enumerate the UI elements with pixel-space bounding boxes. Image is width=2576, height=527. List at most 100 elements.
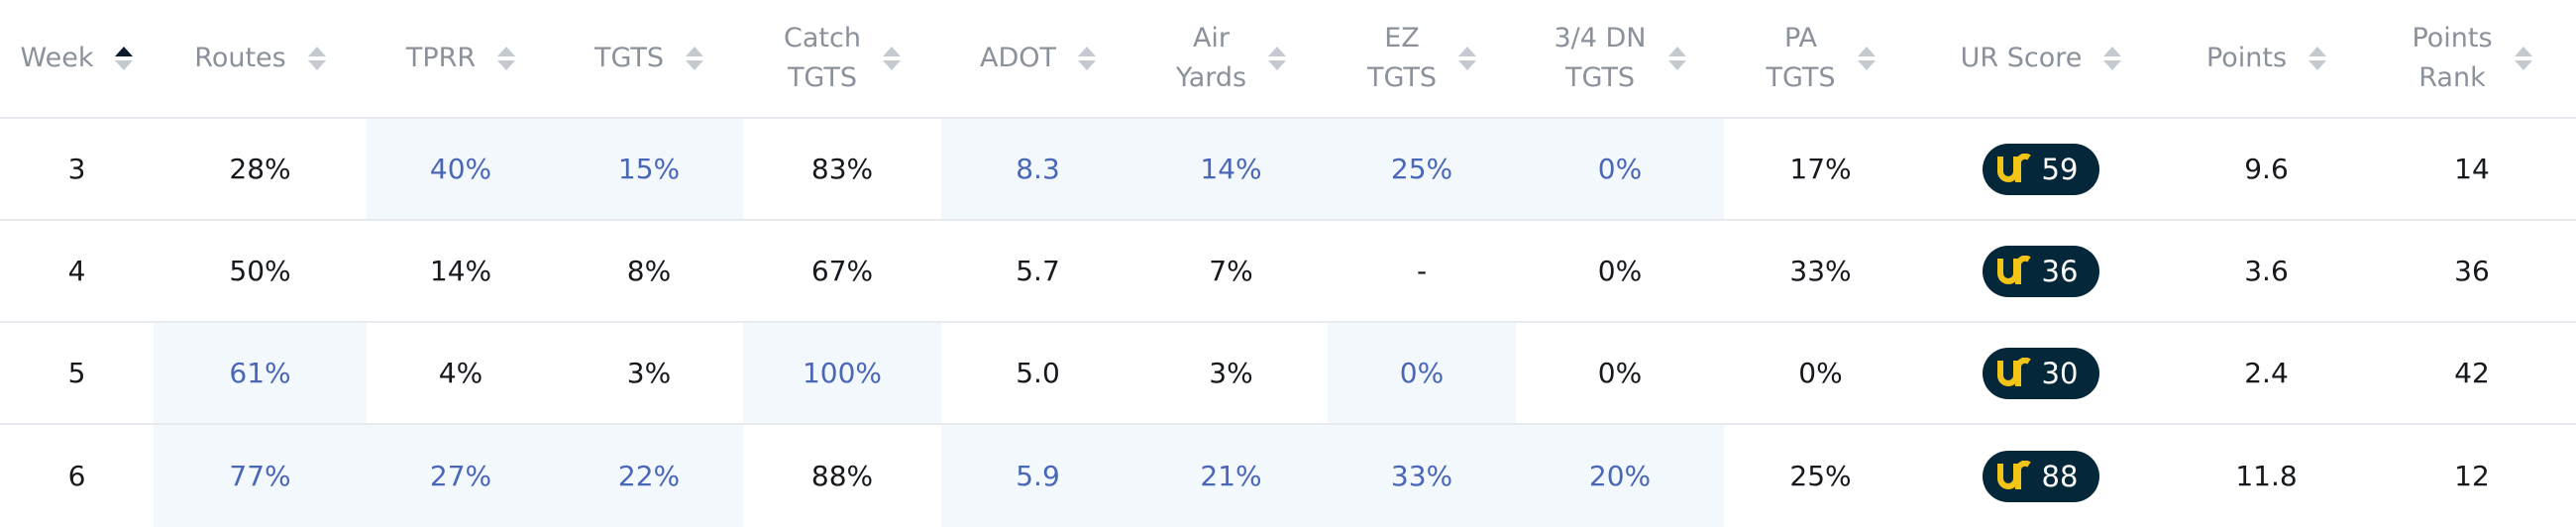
cell-tprr: 4%	[438, 357, 483, 389]
sort-icon[interactable]	[882, 47, 901, 70]
table-header: Week Routes TPRR TGTS Catch TGTS ADOT Air…	[0, 0, 2576, 119]
ur-score-value: 30	[2041, 356, 2079, 390]
ur-score-badge[interactable]: 30	[1982, 347, 2100, 399]
cell-ur-score: 30	[1917, 323, 2165, 423]
cell-adot: 8.3	[941, 119, 1134, 219]
cell-air-yards: 7%	[1209, 255, 1253, 287]
header-week[interactable]: Week	[0, 0, 154, 117]
sort-icon[interactable]	[1857, 47, 1876, 70]
cell-week: 4	[67, 255, 86, 287]
sort-icon[interactable]	[2308, 47, 2327, 70]
ur-score-value: 59	[2041, 152, 2079, 186]
header-catch-tgts[interactable]: Catch TGTS	[743, 0, 941, 117]
cell-tprr: 27%	[367, 425, 555, 527]
cell-pa-tgts: 33%	[1789, 255, 1852, 287]
cell-points: 3.6	[2244, 255, 2289, 287]
header-catch-label-2: TGTS	[787, 62, 858, 93]
sort-icon[interactable]	[1078, 47, 1096, 70]
header-rank-label: Points	[2412, 23, 2493, 53]
cell-routes: 28%	[229, 153, 291, 185]
cell-ez-tgts: -	[1416, 255, 1428, 287]
cell-ur-score: 88	[1917, 425, 2165, 527]
header-34dn-tgts[interactable]: 3/4 DN TGTS	[1516, 0, 1724, 117]
header-routes[interactable]: Routes	[154, 0, 367, 117]
cell-tgts: 3%	[626, 357, 672, 389]
cell-34dn-tgts: 20%	[1516, 425, 1724, 527]
sort-icon[interactable]	[497, 47, 516, 70]
cell-ur-score: 36	[1917, 221, 2165, 321]
cell-catch-tgts: 100%	[743, 323, 941, 423]
header-air-label: Air	[1192, 23, 1231, 53]
cell-points-rank: 42	[2454, 357, 2490, 389]
cell-pa-tgts: 0%	[1798, 357, 1843, 389]
cell-points: 9.6	[2244, 153, 2289, 185]
ur-score-value: 88	[2041, 459, 2079, 493]
cell-catch-tgts: 67%	[810, 255, 874, 287]
sort-icon[interactable]	[2514, 47, 2532, 70]
cell-34dn-tgts: 0%	[1597, 255, 1643, 287]
header-ez-tgts[interactable]: EZ TGTS	[1328, 0, 1516, 117]
ur-score-badge[interactable]: 36	[1982, 245, 2100, 297]
table-row: 4 50% 14% 8% 67% 5.7 7% - 0% 33% 36 3.6 …	[0, 221, 2576, 323]
cell-tprr: 40%	[367, 119, 555, 219]
header-tgts-label: TGTS	[593, 43, 665, 73]
cell-ez-tgts: 25%	[1328, 119, 1516, 219]
header-air-yards[interactable]: Air Yards	[1134, 0, 1328, 117]
cell-routes: 61%	[154, 323, 367, 423]
table-row: 6 77% 27% 22% 88% 5.9 21% 33% 20% 25% 88…	[0, 425, 2576, 527]
cell-air-yards: 21%	[1134, 425, 1328, 527]
cell-adot: 5.0	[1016, 357, 1060, 389]
header-tprr[interactable]: TPRR	[367, 0, 555, 117]
header-pa-label: PA	[1783, 23, 1818, 53]
cell-week: 3	[67, 153, 86, 185]
ur-score-badge[interactable]: 59	[1982, 143, 2100, 195]
header-ur-label: UR Score	[1960, 43, 2083, 73]
cell-points-rank: 14	[2454, 153, 2490, 185]
ur-logo-icon	[1996, 153, 2031, 182]
ur-logo-icon	[1996, 357, 2031, 386]
header-dn-label-2: TGTS	[1564, 62, 1636, 93]
cell-pa-tgts: 25%	[1789, 460, 1852, 492]
sort-icon[interactable]	[307, 47, 326, 70]
sort-icon[interactable]	[1268, 47, 1287, 70]
sort-icon[interactable]	[2103, 47, 2122, 70]
cell-week: 5	[67, 357, 86, 389]
cell-tgts: 8%	[626, 255, 672, 287]
header-catch-label: Catch	[784, 23, 861, 53]
cell-week: 6	[67, 460, 86, 492]
header-points-rank[interactable]: Points Rank	[2368, 0, 2576, 117]
sort-icon[interactable]	[1667, 47, 1686, 70]
cell-tgts: 22%	[555, 425, 743, 527]
sort-icon[interactable]	[115, 47, 134, 70]
header-adot[interactable]: ADOT	[941, 0, 1134, 117]
sort-icon[interactable]	[686, 47, 704, 70]
cell-adot: 5.7	[1016, 255, 1060, 287]
cell-catch-tgts: 88%	[810, 460, 874, 492]
header-pa-tgts[interactable]: PA TGTS	[1724, 0, 1917, 117]
header-week-label: Week	[20, 43, 94, 73]
cell-34dn-tgts: 0%	[1597, 357, 1643, 389]
cell-pa-tgts: 17%	[1789, 153, 1852, 185]
cell-routes: 77%	[154, 425, 367, 527]
header-dn-label: 3/4 DN	[1554, 23, 1647, 53]
header-tgts[interactable]: TGTS	[555, 0, 743, 117]
header-air-label-2: Yards	[1175, 62, 1247, 93]
sort-icon[interactable]	[1458, 47, 1477, 70]
cell-points: 11.8	[2235, 460, 2298, 492]
cell-air-yards: 3%	[1209, 357, 1253, 389]
header-tprr-label: TPRR	[405, 43, 477, 73]
header-points-label: Points	[2205, 43, 2288, 73]
cell-tprr: 14%	[429, 255, 492, 287]
header-rank-label-2: Rank	[2418, 62, 2486, 93]
ur-score-badge[interactable]: 88	[1982, 450, 2100, 502]
cell-ez-tgts: 33%	[1328, 425, 1516, 527]
header-points[interactable]: Points	[2165, 0, 2368, 117]
cell-tgts: 15%	[555, 119, 743, 219]
header-ur-score[interactable]: UR Score	[1917, 0, 2165, 117]
cell-points-rank: 36	[2454, 255, 2490, 287]
cell-adot: 5.9	[941, 425, 1134, 527]
cell-points-rank: 12	[2454, 460, 2490, 492]
header-ez-label: EZ	[1384, 23, 1420, 53]
ur-logo-icon	[1996, 255, 2031, 284]
